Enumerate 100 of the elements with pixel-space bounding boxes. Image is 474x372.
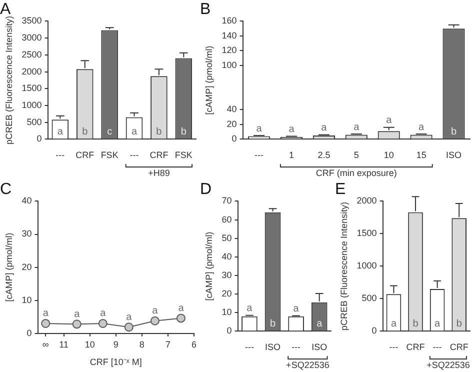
chart-title: C [0,181,12,198]
y-tick-label: 10 [22,294,32,305]
y-tick-label: 40 [22,196,32,206]
annotation: a [390,318,397,330]
y-tick-label: 3500 [22,16,42,26]
annotation: b [270,318,276,330]
x-tick-label: FSK [100,150,118,160]
y-tick-label: 2000 [22,66,42,76]
y-tick-label: 140 [222,30,237,40]
x-tick-label: ISO [446,150,462,160]
x-tick-label: 7 [165,339,170,350]
y-tick-label: 0 [226,326,232,336]
x-tick-label: FSK [174,150,192,160]
annotation: a [42,308,49,320]
x-tick-label: --- [389,342,398,352]
annotation: c [107,126,112,138]
y-tick-label: 30 [222,270,232,280]
x-tick-label: 2.5 [318,150,330,160]
y-tick-label: 0 [36,134,42,144]
annotation: a [131,126,138,138]
annotation: a [386,115,392,126]
annotation: a [434,318,441,330]
y-axis-title: [cAMP] (pmol/ml) [204,46,214,115]
chart-title: D [200,181,212,198]
y-tick-label: 500 [26,116,42,127]
y-tick-label: 120 [222,45,237,56]
x-tick-label: ISO [312,342,328,352]
y-tick-label: 0 [26,328,32,338]
annotation: a [152,306,158,317]
annotation: b [450,126,457,138]
annotation: b [456,318,462,330]
annotation: a [126,312,132,323]
annotation: a [74,308,80,320]
x-axis-title: +H89 [148,168,170,178]
x-tick-label: --- [130,150,139,160]
y-tick-label: 3000 [22,32,42,43]
x-tick-label: CRF [450,342,469,352]
x-tick-label: ISO [265,342,281,352]
y-tick-label: 1500 [356,228,377,238]
y-tick-label: 20 [226,118,237,129]
x-tick-label: CRF [76,150,95,160]
x-tick-label: 1 [288,150,294,160]
annotation: a [57,126,64,138]
chart-title: E [335,181,346,198]
x-tick-label: 10 [84,339,95,350]
x-tick-label: 6 [191,339,197,350]
annotation: a [418,122,425,133]
y-axis-title: pCREB (Fluorescence Intensity) [4,16,14,144]
y-tick-label: 1000 [22,100,42,110]
x-tick-label: 15 [416,150,426,160]
annotation: b [156,126,162,138]
x-tick-label: 11 [59,339,69,350]
annotation: a [354,122,360,133]
y-tick-label: 160 [222,16,237,26]
annotation: a [288,124,295,135]
annotation: a [256,123,262,134]
x-axis-title: CRF [10⁻ˣ M] [90,357,142,368]
x-tick-label: --- [292,342,301,352]
y-axis-title: [cAMP] (pmol/ml) [4,232,14,302]
x-tick-label: 8 [139,339,144,350]
annotation: a [246,303,253,314]
annotation: a [316,318,323,330]
y-tick-label: 70 [222,196,232,206]
y-tick-label: 1000 [356,260,377,271]
x-axis-title: +SQ22536 [426,360,470,370]
y-tick-label: 60 [222,214,232,224]
annotation: b [180,126,187,138]
annotation: b [82,126,88,138]
x-tick-label: 5 [354,150,359,160]
annotation: a [178,302,184,314]
annotation: a [321,122,328,134]
x-tick-label: ∞ [42,339,50,350]
chart-title: B [200,1,211,18]
y-tick-label: 2500 [22,49,42,60]
y-tick-label: 50 [222,232,232,243]
y-tick-label: 40 [222,251,232,262]
y-tick-label: 100 [222,60,237,70]
y-tick-label: 30 [22,228,32,239]
x-tick-label: --- [56,150,65,160]
y-axis-title: pCREB (Fluorescence Intensity) [338,202,349,330]
y-tick-label: 20 [22,262,32,272]
x-axis-title: +SQ22536 [286,360,330,370]
x-tick-label: --- [432,342,442,352]
x-tick-label: --- [254,150,264,160]
y-tick-label: 1500 [22,83,42,94]
annotation: b [412,318,419,330]
y-tick-label: 20 [222,288,232,299]
y-tick-label: 40 [226,104,237,114]
x-tick-label: --- [244,342,254,352]
y-axis-title: [cAMP] (pmol/ml) [204,232,214,301]
y-tick-label: 0 [372,326,377,336]
y-tick-label: 2000 [356,196,377,206]
x-axis-title: CRF (min exposure) [316,168,397,178]
annotation: a [100,308,106,320]
x-tick-label: CRF [150,150,169,160]
y-tick-label: 10 [222,307,232,318]
annotation: a [293,304,300,315]
x-tick-label: 9 [113,339,118,350]
x-tick-label: 10 [384,150,394,160]
x-tick-label: CRF [406,342,426,352]
